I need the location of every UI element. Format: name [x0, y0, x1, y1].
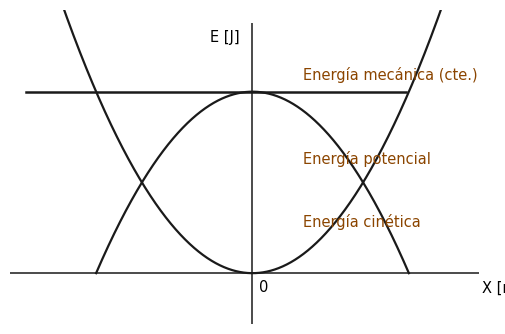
- Text: E [J]: E [J]: [211, 30, 240, 45]
- Text: X [m]: X [m]: [482, 281, 505, 296]
- Text: Energía potencial: Energía potencial: [302, 151, 430, 167]
- Text: 0: 0: [259, 281, 268, 296]
- Text: Energía mecánica (cte.): Energía mecánica (cte.): [302, 67, 477, 84]
- Text: Energía cinética: Energía cinética: [302, 214, 420, 230]
